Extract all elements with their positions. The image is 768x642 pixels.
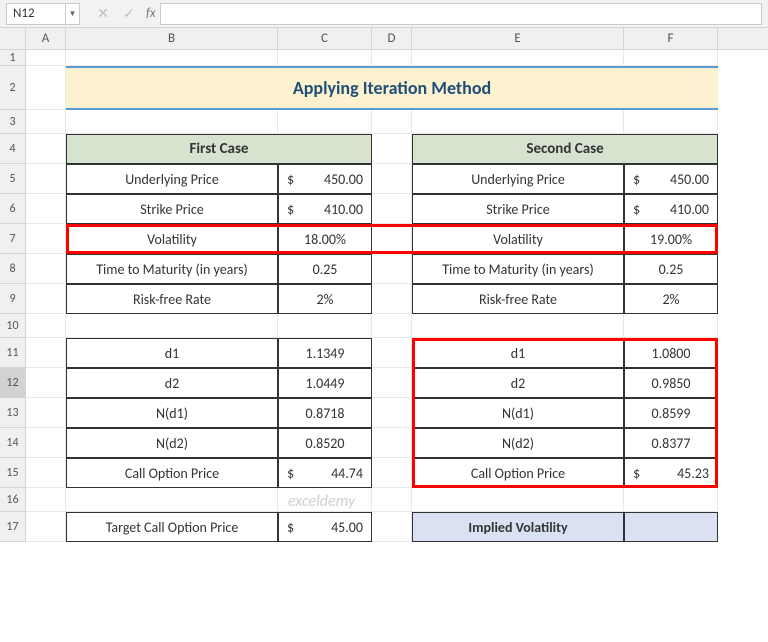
row-header-16[interactable]: 16 [0,488,25,512]
enter-icon: ✓ [116,3,142,25]
row-header-13[interactable]: 13 [0,398,25,428]
column-headers[interactable]: ABCDEF [26,28,768,50]
case1-value[interactable]: $450.00 [278,164,372,194]
case1-calc-label: d1 [66,338,278,368]
page-title: Applying Iteration Method [66,66,718,110]
fx-icon[interactable]: fx [142,6,160,21]
row-header-17[interactable]: 17 [0,512,25,542]
case2-label: Volatility [412,224,624,254]
case2-label: Risk-free Rate [412,284,624,314]
col-header-A[interactable]: A [26,28,66,49]
case2-calc-label: d2 [412,368,624,398]
case2-calc-value[interactable]: 0.8599 [624,398,718,428]
case2-value[interactable]: $450.00 [624,164,718,194]
case1-label: Volatility [66,224,278,254]
case1-calc-label: d2 [66,368,278,398]
col-header-C[interactable]: C [278,28,372,49]
case2-header: Second Case [412,134,718,164]
case2-calc-label: Call Option Price [412,458,624,488]
row-header-9[interactable]: 9 [0,284,25,314]
case2-value[interactable]: 19.00% [624,224,718,254]
col-header-B[interactable]: B [66,28,278,49]
col-header-D[interactable]: D [372,28,412,49]
row-header-1[interactable]: 1 [0,50,25,66]
case1-calc-value[interactable]: 1.0449 [278,368,372,398]
row-header-2[interactable]: 2 [0,66,25,110]
implied-volatility-label: Implied Volatility [412,512,624,542]
row-header-12[interactable]: 12 [0,368,25,398]
row-header-4[interactable]: 4 [0,134,25,164]
case1-value[interactable]: 0.25 [278,254,372,284]
case1-calc-value[interactable]: 1.1349 [278,338,372,368]
select-all-corner[interactable] [0,28,26,50]
case2-value[interactable]: 2% [624,284,718,314]
row-header-6[interactable]: 6 [0,194,25,224]
row-header-5[interactable]: 5 [0,164,25,194]
case2-calc-value[interactable]: $45.23 [624,458,718,488]
col-header-F[interactable]: F [624,28,718,49]
case2-calc-label: d1 [412,338,624,368]
case1-label: Risk-free Rate [66,284,278,314]
formula-bar: N12 ▼ ✕ ✓ fx [0,0,768,28]
col-header-E[interactable]: E [412,28,624,49]
case2-value[interactable]: $410.00 [624,194,718,224]
row-header-14[interactable]: 14 [0,428,25,458]
row-header-15[interactable]: 15 [0,458,25,488]
case1-value[interactable]: 2% [278,284,372,314]
cancel-icon: ✕ [90,3,116,25]
row-header-3[interactable]: 3 [0,110,25,134]
row-header-11[interactable]: 11 [0,338,25,368]
case2-calc-label: N(d2) [412,428,624,458]
formula-input[interactable] [160,3,762,25]
case1-calc-label: N(d1) [66,398,278,428]
target-price-value[interactable]: $45.00 [278,512,372,542]
case1-value[interactable]: $410.00 [278,194,372,224]
name-box[interactable]: N12 [6,3,66,25]
case1-calc-value[interactable]: 0.8520 [278,428,372,458]
case1-calc-value[interactable]: $44.74 [278,458,372,488]
case1-calc-value[interactable]: 0.8718 [278,398,372,428]
name-box-dropdown[interactable]: ▼ [66,3,80,25]
case1-label: Underlying Price [66,164,278,194]
case2-calc-label: N(d1) [412,398,624,428]
case1-calc-label: Call Option Price [66,458,278,488]
case2-calc-value[interactable]: 1.0800 [624,338,718,368]
case2-value[interactable]: 0.25 [624,254,718,284]
case2-label: Time to Maturity (in years) [412,254,624,284]
row-header-7[interactable]: 7 [0,224,25,254]
case2-label: Underlying Price [412,164,624,194]
case1-label: Time to Maturity (in years) [66,254,278,284]
case1-calc-label: N(d2) [66,428,278,458]
target-price-label: Target Call Option Price [66,512,278,542]
case2-label: Strike Price [412,194,624,224]
case1-value[interactable]: 18.00% [278,224,372,254]
row-header-10[interactable]: 10 [0,314,25,338]
row-header-8[interactable]: 8 [0,254,25,284]
case1-label: Strike Price [66,194,278,224]
row-headers[interactable]: 1234567891011121314151617 [0,50,26,542]
implied-volatility-value[interactable] [624,512,718,542]
case2-calc-value[interactable]: 0.8377 [624,428,718,458]
case2-calc-value[interactable]: 0.9850 [624,368,718,398]
case1-header: First Case [66,134,372,164]
